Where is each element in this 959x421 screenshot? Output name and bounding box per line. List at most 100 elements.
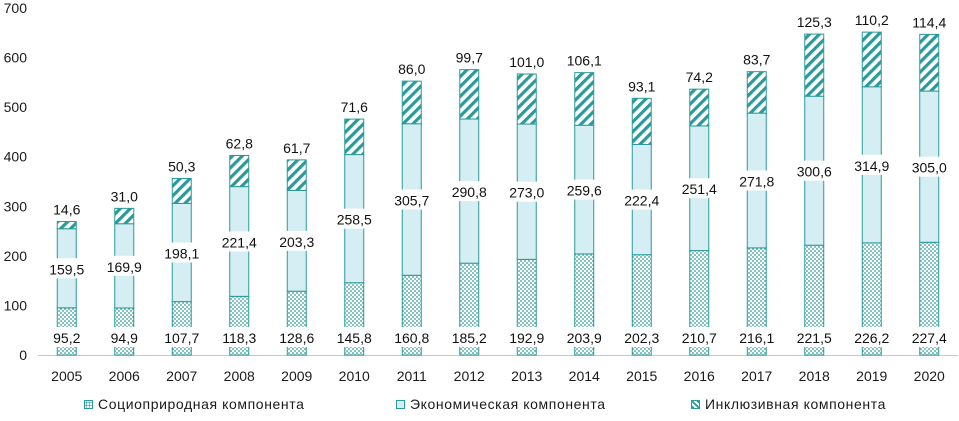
bar-segment-stripes [516, 73, 537, 125]
solid-swatch-icon [396, 399, 405, 409]
data-label-background [675, 178, 723, 199]
bar-segment-stripes [114, 207, 135, 225]
x-tick-label: 2006 [109, 368, 140, 384]
y-tick-label: 400 [4, 149, 28, 165]
data-label: 95,2 [53, 330, 80, 346]
legend-label-socio: Социоприродная компонента [98, 396, 305, 412]
data-label: 61,7 [283, 140, 310, 156]
y-tick-label: 600 [4, 50, 28, 66]
axes: 0 100 200 300 400 500 600 700 2005 2006 2007 2008 20… [4, 0, 958, 384]
data-label: 202,3 [624, 330, 659, 346]
bar-segment-stripes [919, 33, 940, 92]
bar-segment-stripes [229, 154, 250, 188]
data-label-background [158, 242, 206, 263]
data-label: 305,0 [912, 160, 947, 176]
data-label-background [273, 230, 321, 251]
data-label-background [618, 327, 666, 347]
data-label-background [162, 155, 202, 176]
data-label-background [330, 208, 378, 229]
legend-item-socio: Социоприродная компонента [84, 396, 304, 412]
bar-segment-stripes [861, 31, 882, 88]
data-label-background [622, 75, 662, 96]
data-label-background [392, 58, 432, 79]
data-label: 62,8 [226, 135, 253, 151]
data-label-background [215, 327, 263, 347]
dots-swatch-icon [84, 399, 93, 409]
data-label: 128,6 [279, 330, 314, 346]
data-label: 222,4 [624, 193, 659, 209]
data-label-background [388, 327, 436, 347]
data-label: 118,3 [222, 330, 256, 346]
data-label: 106,1 [567, 53, 602, 69]
x-tick-label: 2016 [684, 368, 715, 384]
data-label-background [733, 327, 781, 347]
bars [56, 31, 940, 356]
data-label: 71,6 [341, 99, 368, 115]
data-label: 107,7 [164, 330, 199, 346]
x-tick-label: 2019 [856, 368, 887, 384]
data-label: 203,3 [279, 234, 314, 250]
data-label-background [43, 258, 91, 279]
legend-label-economic: Экономическая компонента [410, 396, 606, 412]
data-label-background [277, 136, 317, 157]
bar-segment-stripes [171, 177, 192, 204]
data-label-background [560, 327, 608, 347]
data-label-background [215, 231, 263, 252]
x-tick-label: 2008 [224, 368, 255, 384]
data-label: 203,9 [567, 330, 602, 346]
data-label-background [790, 160, 838, 181]
data-label-background [560, 179, 608, 200]
legend-label-inclusive: Инклюзивная компонента [705, 396, 886, 412]
y-tick-label: 100 [4, 297, 28, 313]
data-label-background [560, 49, 608, 70]
x-tick-label: 2015 [626, 368, 657, 384]
data-label-background [47, 198, 87, 219]
data-label: 216,1 [739, 330, 774, 346]
bar-segment-stripes [459, 69, 480, 120]
bar-segment-stripes [804, 33, 825, 97]
data-label-background [503, 327, 551, 347]
stripes-swatch-icon [691, 399, 700, 409]
legend-item-economic: Экономическая компонента [396, 396, 606, 412]
data-label: 198,1 [164, 246, 199, 262]
data-label: 159,5 [49, 261, 84, 277]
data-label: 226,2 [854, 330, 889, 346]
data-label: 300,6 [797, 164, 832, 180]
data-label-background [848, 154, 896, 175]
x-tick-label: 2012 [454, 368, 485, 384]
data-label-background [905, 156, 953, 177]
y-tick-label: 700 [4, 0, 28, 16]
x-tick-label: 2017 [741, 368, 772, 384]
data-label-background [905, 11, 953, 32]
data-label-background [675, 327, 723, 347]
data-label: 290,8 [452, 184, 487, 200]
data-labels: 95,2 159,5 14,6 94,9 169,9 31,0 107,7 198,1 50,3… [43, 9, 953, 347]
bar-segment-stripes [574, 72, 595, 126]
data-label-background [334, 96, 374, 117]
data-label-background [330, 327, 378, 347]
x-tick-label: 2010 [339, 368, 370, 384]
data-label: 251,4 [682, 181, 717, 197]
data-label-background [158, 327, 206, 347]
data-label: 125,3 [797, 14, 832, 30]
data-label: 94,9 [111, 330, 138, 346]
data-label: 192,9 [509, 330, 544, 346]
data-label-background [104, 327, 144, 347]
x-tick-label: 2007 [166, 368, 197, 384]
data-label-background [848, 327, 896, 347]
data-label: 273,0 [509, 185, 544, 201]
bar-segment-stripes [344, 118, 365, 156]
legend: Социоприродная компонента Экономическая … [0, 396, 959, 418]
x-tick-label: 2018 [799, 368, 830, 384]
bar-segment-stripes [286, 159, 307, 191]
y-tick-label: 0 [19, 347, 27, 363]
data-label-background [737, 48, 777, 69]
data-label-background [733, 170, 781, 191]
data-label: 145,8 [337, 330, 372, 346]
data-label: 14,6 [53, 202, 80, 218]
data-label: 83,7 [743, 52, 770, 68]
data-label: 221,4 [222, 234, 257, 250]
data-label: 74,2 [686, 69, 713, 85]
data-label-background [388, 189, 436, 210]
x-tick-label: 2013 [511, 368, 542, 384]
